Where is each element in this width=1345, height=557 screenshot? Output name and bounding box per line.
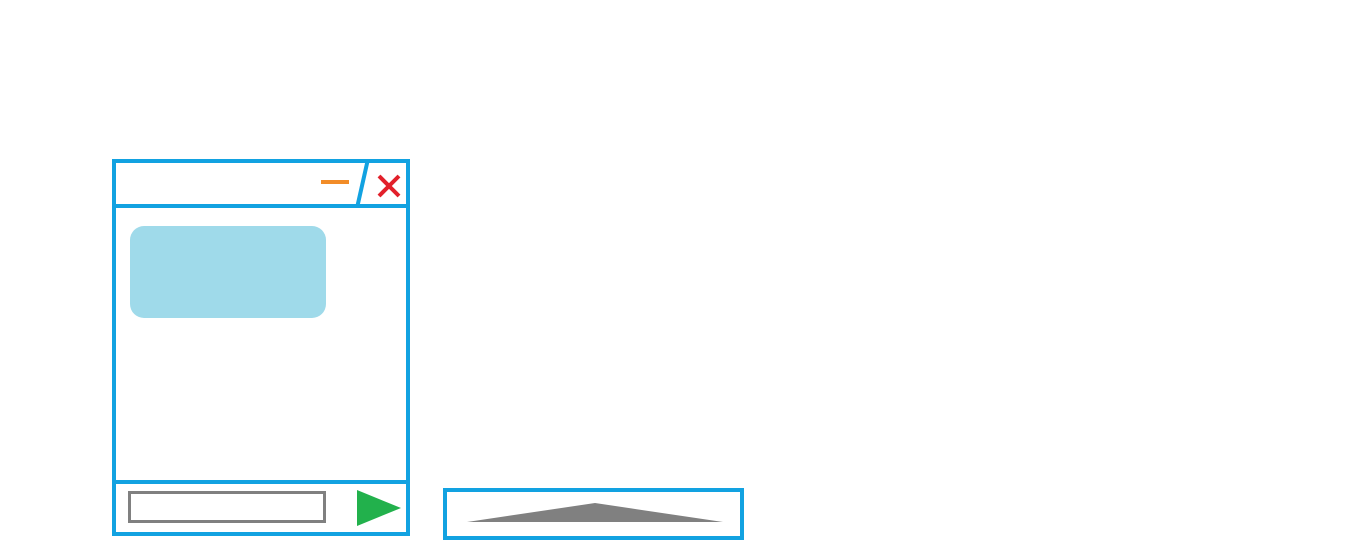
message-input[interactable]: [128, 491, 326, 523]
title-divider: [355, 159, 370, 208]
input-bar: [116, 480, 406, 532]
message-area: [116, 208, 406, 488]
up-arrow-icon: [467, 503, 723, 522]
minimize-button[interactable]: [320, 175, 350, 189]
title-bar: [116, 159, 406, 208]
close-button[interactable]: [374, 171, 404, 201]
chat-launcher-button[interactable]: [443, 488, 744, 540]
minimize-icon: [321, 180, 349, 184]
send-icon: [357, 490, 401, 526]
send-button[interactable]: [354, 488, 404, 528]
close-icon: [377, 174, 401, 198]
message-bubble: [130, 226, 326, 318]
chat-window: [112, 159, 410, 536]
